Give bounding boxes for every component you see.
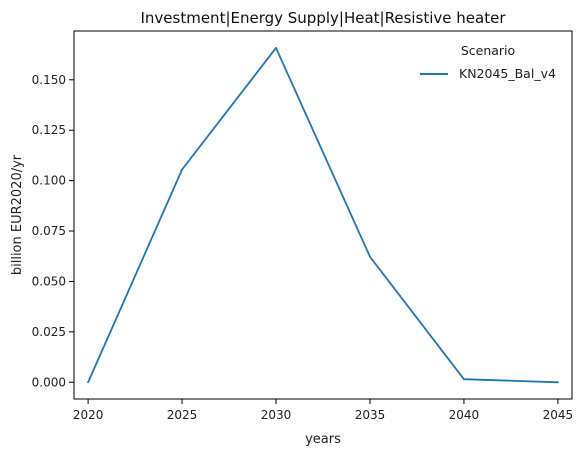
x-tick-label: 2030 bbox=[261, 408, 292, 422]
x-tick-label: 2040 bbox=[449, 408, 480, 422]
plot-area bbox=[73, 30, 573, 400]
x-tick-label: 2035 bbox=[355, 408, 386, 422]
series-lines bbox=[87, 47, 559, 384]
legend-title: Scenario bbox=[461, 43, 515, 58]
data-point bbox=[87, 381, 89, 384]
y-tick-label: 0.025 bbox=[32, 325, 66, 339]
y-tick-label: 0.125 bbox=[32, 123, 66, 137]
x-tick-label: 2025 bbox=[167, 408, 198, 422]
series-line-0 bbox=[87, 47, 558, 384]
data-point bbox=[369, 255, 371, 258]
y-tick-label: 0.050 bbox=[32, 274, 66, 288]
legend: Scenario KN2045_Bal_v4 bbox=[420, 43, 556, 81]
y-tick-label: 0.150 bbox=[32, 73, 66, 87]
chart-title: Investment|Energy Supply|Heat|Resistive … bbox=[140, 9, 506, 27]
data-point bbox=[463, 378, 465, 381]
x-tick-label: 2045 bbox=[543, 408, 574, 422]
y-tick-label: 0.100 bbox=[32, 174, 66, 188]
y-axis: 0.000 0.025 0.050 0.075 0.100 0.125 0.150 bbox=[32, 73, 74, 389]
y-tick-label: 0.075 bbox=[32, 224, 66, 238]
legend-label: KN2045_Bal_v4 bbox=[459, 66, 556, 81]
x-axis-label: years bbox=[305, 432, 341, 447]
y-tick-label: 0.000 bbox=[32, 375, 66, 389]
y-axis-label: billion EUR2020/yr bbox=[10, 154, 25, 275]
x-tick-label: 2020 bbox=[73, 408, 104, 422]
data-point bbox=[275, 47, 277, 49]
x-axis: 2020 2025 2030 2035 2040 2045 bbox=[73, 399, 573, 422]
data-point bbox=[557, 381, 559, 384]
data-point bbox=[181, 168, 183, 171]
